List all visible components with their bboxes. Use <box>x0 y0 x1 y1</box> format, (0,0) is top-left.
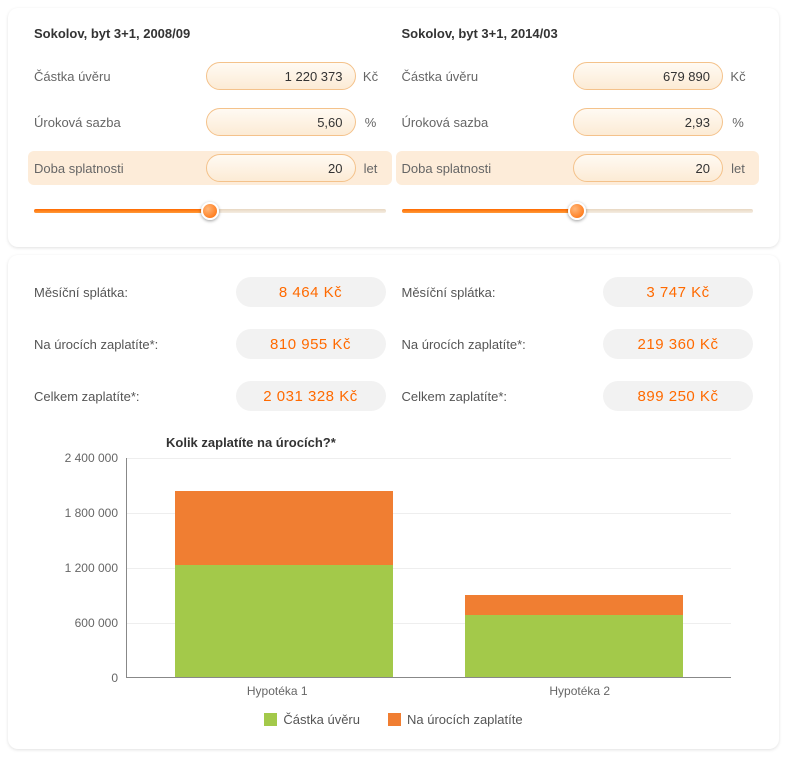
chart-y-axis: 0600 0001 200 0001 800 0002 400 000 <box>56 458 126 678</box>
chart-bar <box>175 491 392 677</box>
interest-value-right: 219 360 Kč <box>603 329 753 359</box>
term-slider-right[interactable] <box>402 197 754 225</box>
chart-bar-interest <box>175 491 392 565</box>
amount-unit: Kč <box>356 69 386 84</box>
amount-input-right[interactable] <box>573 62 723 90</box>
chart-gridline <box>127 458 731 459</box>
total-value-left: 2 031 328 Kč <box>236 381 386 411</box>
slider-thumb-icon[interactable] <box>568 202 586 220</box>
rate-row-left: Úroková sazba % <box>34 105 386 139</box>
amount-row-left: Částka úvěru Kč <box>34 59 386 93</box>
chart-x-label: Hypotéka 2 <box>429 684 732 698</box>
interest-chart: 0600 0001 200 0001 800 0002 400 000 <box>26 458 761 678</box>
chart-y-tick: 600 000 <box>75 616 118 630</box>
rate-unit: % <box>723 115 753 130</box>
chart-title: Kolik zaplatíte na úrocích?* <box>166 435 761 450</box>
legend-swatch-icon <box>264 713 277 726</box>
results-column-right: Měsíční splátka: 3 747 Kč Na úrocích zap… <box>394 273 762 429</box>
total-label: Celkem zaplatíte*: <box>402 389 604 404</box>
amount-row-right: Částka úvěru Kč <box>402 59 754 93</box>
legend-label: Na úrocích zaplatíte <box>407 712 523 727</box>
interest-label: Na úrocích zaplatíte*: <box>402 337 604 352</box>
calc-title-right: Sokolov, byt 3+1, 2014/03 <box>402 26 754 41</box>
amount-input-left[interactable] <box>206 62 356 90</box>
slider-thumb-icon[interactable] <box>201 202 219 220</box>
term-unit: let <box>723 161 753 176</box>
chart-y-tick: 1 200 000 <box>65 561 118 575</box>
term-slider-left[interactable] <box>34 197 386 225</box>
monthly-value-left: 8 464 Kč <box>236 277 386 307</box>
chart-bar-principal <box>465 615 682 677</box>
chart-bar <box>465 595 682 677</box>
legend-item: Na úrocích zaplatíte <box>388 712 523 727</box>
legend-label: Částka úvěru <box>283 712 360 727</box>
rate-input-right[interactable] <box>573 108 723 136</box>
legend-item: Částka úvěru <box>264 712 360 727</box>
chart-y-tick: 2 400 000 <box>65 451 118 465</box>
chart-plot-area <box>126 458 731 678</box>
calc-title-left: Sokolov, byt 3+1, 2008/09 <box>34 26 386 41</box>
term-input-left[interactable] <box>206 154 356 182</box>
rate-label: Úroková sazba <box>402 115 574 130</box>
interest-label: Na úrocích zaplatíte*: <box>34 337 236 352</box>
term-input-right[interactable] <box>573 154 723 182</box>
chart-y-tick: 1 800 000 <box>65 506 118 520</box>
monthly-label: Měsíční splátka: <box>402 285 604 300</box>
results-panel: Měsíční splátka: 8 464 Kč Na úrocích zap… <box>8 255 779 749</box>
chart-bar-principal <box>175 565 392 677</box>
rate-row-right: Úroková sazba % <box>402 105 754 139</box>
term-label: Doba splatnosti <box>34 161 206 176</box>
chart-y-tick: 0 <box>111 671 118 685</box>
total-label: Celkem zaplatíte*: <box>34 389 236 404</box>
slider-fill <box>34 209 210 213</box>
monthly-value-right: 3 747 Kč <box>603 277 753 307</box>
term-label: Doba splatnosti <box>402 161 574 176</box>
chart-legend: Částka úvěru Na úrocích zaplatíte <box>26 712 761 727</box>
rate-input-left[interactable] <box>206 108 356 136</box>
results-column-left: Měsíční splátka: 8 464 Kč Na úrocích zap… <box>26 273 394 429</box>
amount-unit: Kč <box>723 69 753 84</box>
amount-label: Částka úvěru <box>34 69 206 84</box>
input-column-right: Sokolov, byt 3+1, 2014/03 Částka úvěru K… <box>394 26 762 225</box>
input-column-left: Sokolov, byt 3+1, 2008/09 Částka úvěru K… <box>26 26 394 225</box>
total-value-right: 899 250 Kč <box>603 381 753 411</box>
term-row-left: Doba splatnosti let <box>28 151 392 185</box>
input-panel: Sokolov, byt 3+1, 2008/09 Částka úvěru K… <box>8 8 779 247</box>
amount-label: Částka úvěru <box>402 69 574 84</box>
slider-fill <box>402 209 578 213</box>
rate-label: Úroková sazba <box>34 115 206 130</box>
rate-unit: % <box>356 115 386 130</box>
interest-value-left: 810 955 Kč <box>236 329 386 359</box>
chart-bar-interest <box>465 595 682 615</box>
chart-x-label: Hypotéka 1 <box>126 684 429 698</box>
chart-x-labels: Hypotéka 1Hypotéka 2 <box>26 684 761 698</box>
term-unit: let <box>356 161 386 176</box>
legend-swatch-icon <box>388 713 401 726</box>
term-row-right: Doba splatnosti let <box>396 151 760 185</box>
monthly-label: Měsíční splátka: <box>34 285 236 300</box>
